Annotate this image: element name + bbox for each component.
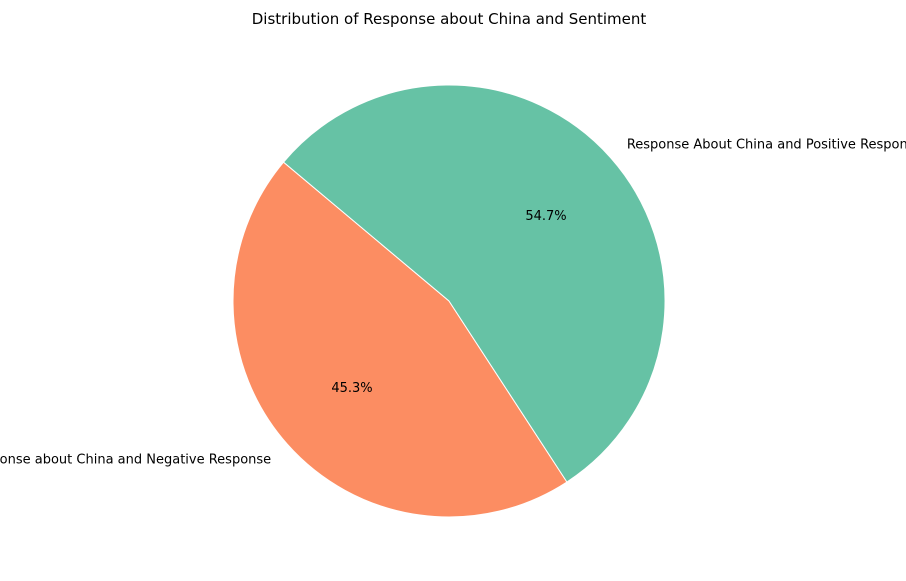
slice-category-label: Response About China and Positive Respon… [627,137,906,152]
pie-slice [232,161,568,518]
pie-labels: 45.3% Response about China and Negative R… [0,137,906,467]
chart-title: Distribution of Response about China and… [252,10,647,28]
slice-percent-label: 54.7% [525,209,566,224]
slice-percent-label: 45.3% [331,381,372,396]
slice-category-label: Response about China and Negative Respon… [0,453,271,468]
pie-slice [282,84,666,483]
pie-slices [232,84,666,518]
